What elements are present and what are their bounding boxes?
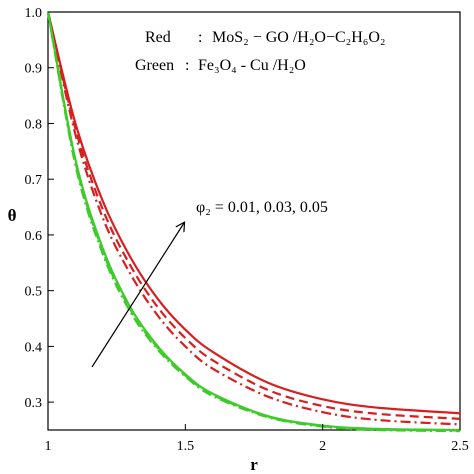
y-tick-label: 0.3 <box>25 396 43 411</box>
x-axis-title: r <box>250 455 258 474</box>
y-tick-label: 0.6 <box>25 229 43 244</box>
plot-frame <box>47 11 461 431</box>
series-line-red-solid <box>46 11 461 415</box>
y-tick-label: 0.4 <box>25 340 43 355</box>
y-tick-label: 0.7 <box>25 173 43 188</box>
series-line-red-dash <box>46 11 461 420</box>
legend-green-sep: : <box>185 57 189 74</box>
x-tick-label: 2 <box>319 439 326 454</box>
series-layer <box>46 11 461 433</box>
y-tick-label: 0.8 <box>25 117 43 132</box>
series-line-green-dashdot <box>46 11 461 433</box>
x-tick-label: 1.5 <box>177 439 195 454</box>
series-line-red-dashdot <box>46 11 461 426</box>
legend-green-key: Green <box>135 57 174 74</box>
legend-green-text: Fe₃O₄ - Cu /H₂O <box>198 57 306 74</box>
series-line-green-solid <box>46 11 461 432</box>
x-tick-label: 2.5 <box>451 439 469 454</box>
y-axis-title: θ <box>8 206 17 225</box>
ticks-layer: 1 1.5 2 2.5 0.3 0.4 0.5 0.6 0.7 0.8 0.9 1.0 <box>25 6 469 454</box>
legend-red-key: Red <box>145 29 171 46</box>
y-tick-label: 0.5 <box>25 285 43 300</box>
y-tick-label: 0.9 <box>25 62 43 77</box>
increase-arrow <box>91 223 184 368</box>
series-line-green-dash <box>46 11 461 432</box>
legend-red-text: MoS₂ − GO /H₂O−C₂H₆O₂ <box>212 29 386 46</box>
legend: Red : MoS₂ − GO /H₂O−C₂H₆O₂ Green : Fe₃O… <box>135 29 386 74</box>
legend-red-sep: : <box>198 29 202 46</box>
y-tick-label: 1.0 <box>25 6 43 21</box>
x-tick-label: 1 <box>45 439 52 454</box>
phi-annotation: φ₂ = 0.01, 0.03, 0.05 <box>196 199 328 216</box>
